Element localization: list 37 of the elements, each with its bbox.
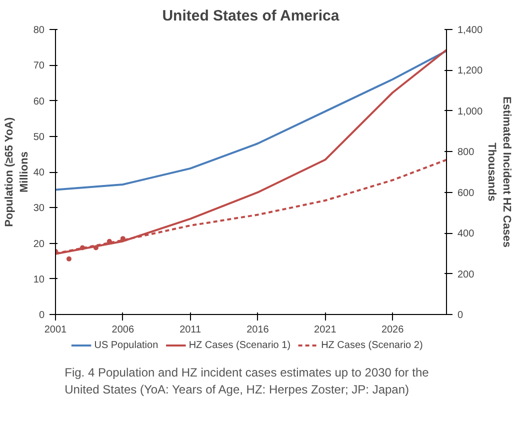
text: Thousands — [486, 142, 498, 202]
y2-axis-title: Estimated Incident HZ Cases — [500, 96, 512, 248]
point — [80, 245, 85, 250]
y-tick-label: 80 — [33, 25, 45, 36]
point — [66, 256, 72, 262]
legend-label: HZ Cases (Scenario 2) — [321, 340, 423, 351]
x-tick-label: 2026 — [381, 324, 404, 336]
y2-tick-label: 0 — [458, 310, 464, 321]
x-tick-label: 2001 — [44, 324, 68, 336]
y2-tick-label: 600 — [458, 188, 475, 199]
y2-tick-label: 1,000 — [458, 106, 483, 118]
y2-tick-label: 200 — [458, 269, 475, 280]
x-tick-label: 2016 — [246, 324, 270, 336]
y-tick-label: 20 — [33, 238, 45, 250]
text: Millions — [18, 152, 30, 192]
x-tick-label: 2021 — [314, 324, 337, 336]
caption: Fig. 4 Population and HZ incident cases estimates up to 2030 for the United States (YoA: Years of Age, HZ: Herpes Zoster; JP: Japan) — [64, 366, 430, 396]
y2-tick-label: 800 — [458, 147, 475, 158]
y2-tick-label: 1,400 — [458, 25, 483, 36]
y-tick-label: 70 — [33, 60, 45, 72]
y-tick-label: 30 — [33, 203, 45, 214]
y2-tick-label: 1,200 — [458, 66, 483, 77]
point — [93, 245, 98, 250]
legend-label: HZ Cases (Scenario 1) — [188, 340, 291, 351]
y-tick-label: 10 — [33, 274, 45, 286]
y2-tick-label: 400 — [458, 228, 475, 240]
y-tick-label: 50 — [33, 132, 45, 143]
y-axis-title: Population (≥65 YoA) — [4, 117, 16, 227]
chart-title: United States of America — [162, 8, 340, 24]
y-tick-label: 0 — [38, 310, 45, 321]
x-tick-label: 2006 — [112, 324, 134, 336]
y-tick-label: 40 — [33, 168, 45, 178]
y-tick-label: 60 — [33, 96, 45, 108]
point — [106, 238, 112, 244]
x-tick-label: 2011 — [180, 324, 202, 336]
line-series — [56, 50, 446, 191]
legend-label: US Population — [94, 340, 158, 351]
